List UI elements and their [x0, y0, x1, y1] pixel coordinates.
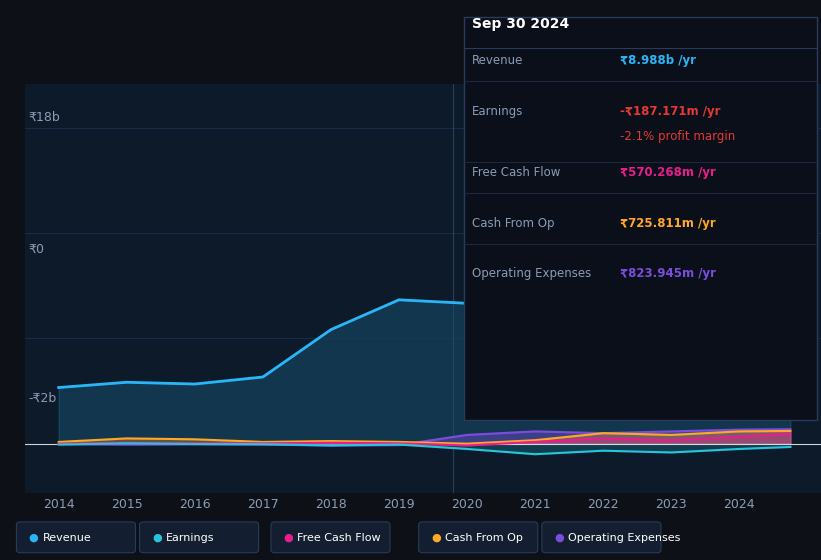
Text: Earnings: Earnings	[472, 105, 524, 118]
Text: Sep 30 2024: Sep 30 2024	[472, 17, 569, 31]
Text: Cash From Op: Cash From Op	[445, 533, 523, 543]
Text: Operating Expenses: Operating Expenses	[568, 533, 681, 543]
Text: Free Cash Flow: Free Cash Flow	[297, 533, 381, 543]
Text: ₹823.945m /yr: ₹823.945m /yr	[620, 267, 716, 280]
Text: Operating Expenses: Operating Expenses	[472, 267, 591, 280]
Text: ₹0: ₹0	[29, 243, 44, 256]
Text: Free Cash Flow: Free Cash Flow	[472, 166, 561, 179]
Text: ₹18b: ₹18b	[29, 110, 61, 124]
Text: ₹570.268m /yr: ₹570.268m /yr	[620, 166, 716, 179]
Text: ●: ●	[152, 533, 162, 543]
Text: Revenue: Revenue	[472, 54, 524, 67]
Text: ₹8.988b /yr: ₹8.988b /yr	[620, 54, 696, 67]
Text: ●: ●	[431, 533, 441, 543]
Text: Earnings: Earnings	[166, 533, 214, 543]
Text: ●: ●	[283, 533, 293, 543]
Text: Cash From Op: Cash From Op	[472, 217, 554, 230]
Text: Revenue: Revenue	[43, 533, 91, 543]
Text: -2.1% profit margin: -2.1% profit margin	[620, 130, 735, 143]
Text: ●: ●	[29, 533, 39, 543]
Text: -₹2b: -₹2b	[29, 392, 57, 405]
Text: ₹725.811m /yr: ₹725.811m /yr	[620, 217, 716, 230]
Text: -₹187.171m /yr: -₹187.171m /yr	[620, 105, 720, 118]
Text: ●: ●	[554, 533, 564, 543]
